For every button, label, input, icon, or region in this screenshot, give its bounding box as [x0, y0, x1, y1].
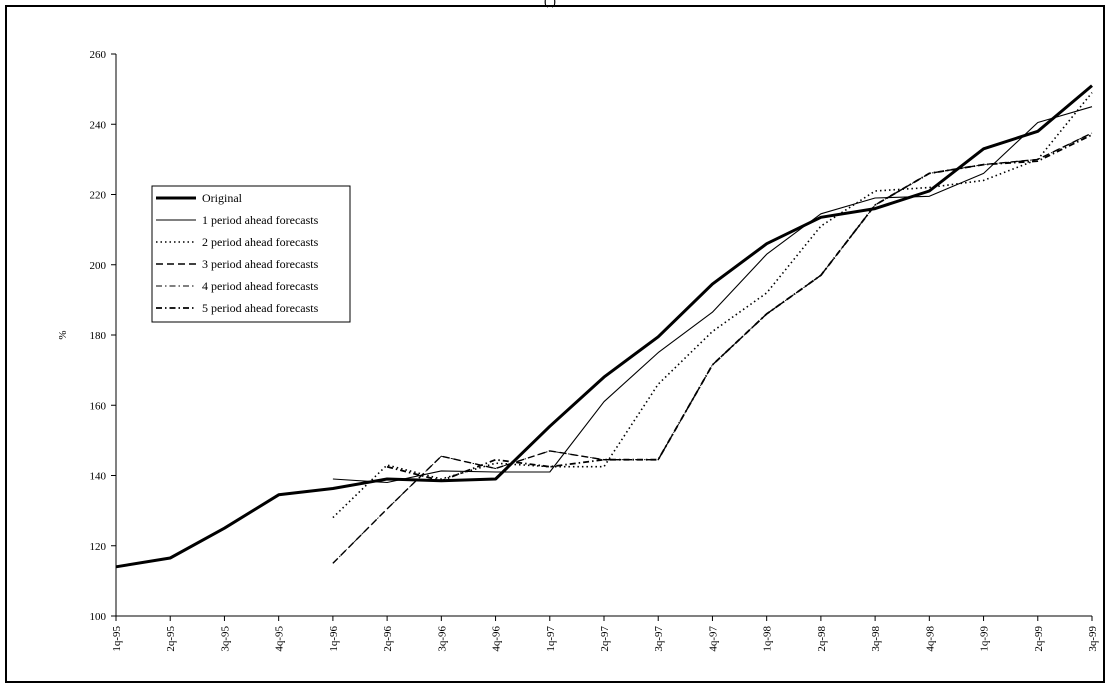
- chart-border: [5, 5, 1105, 683]
- y-tick-label: 120: [90, 541, 107, 553]
- y-tick-label: 160: [90, 400, 107, 412]
- y-tick-label: 220: [90, 190, 107, 202]
- series-line-1: [332, 106, 1093, 484]
- legend-label: 5 period ahead forecasts: [202, 301, 319, 315]
- x-tick-label: 2q-96: [382, 626, 394, 652]
- legend-label: 4 period ahead forecasts: [202, 279, 319, 293]
- x-tick-label: 3q-97: [653, 626, 665, 652]
- y-tick-label: 200: [90, 260, 107, 272]
- x-tick-label: 3q-95: [219, 626, 231, 652]
- x-tick-label: 2q-99: [1033, 626, 1045, 652]
- series-line-4: [332, 132, 1093, 564]
- axes: 100 120 140 160 180 200 220 240 260% 1q-95 2q-95 3q…: [57, 49, 1099, 652]
- x-tick-label: 1q-96: [328, 626, 340, 652]
- x-tick-label: 1q-98: [762, 626, 774, 652]
- y-tick-label: 100: [90, 611, 107, 623]
- legend-label: Original: [202, 191, 243, 205]
- x-tick-label: 2q-98: [816, 626, 828, 652]
- y-tick-label: 240: [90, 119, 107, 131]
- x-tick-label: 3q-96: [436, 626, 448, 652]
- y-axis-label: %: [57, 330, 69, 339]
- legend-box: [151, 185, 351, 323]
- x-tick-label: 4q-95: [274, 626, 286, 652]
- x-tick-label: 4q-96: [491, 626, 503, 652]
- series-line-0: [115, 84, 1093, 569]
- legend-label: 3 period ahead forecasts: [202, 257, 319, 271]
- series-line-5: [386, 133, 1093, 482]
- series-line-2: [332, 92, 1093, 519]
- x-tick-label: 1q-97: [545, 626, 557, 652]
- x-tick-label: 2q-95: [165, 626, 177, 652]
- x-tick-label: 3q-98: [870, 626, 882, 652]
- y-tick-label: 180: [90, 330, 107, 342]
- x-tick-label: 3q-99: [1087, 626, 1099, 652]
- series-lines: [115, 84, 1093, 569]
- series-line-3: [332, 132, 1093, 564]
- x-tick-label: 4q-97: [707, 626, 719, 652]
- x-tick-label: 2q-97: [599, 626, 611, 652]
- y-tick-label: 140: [90, 471, 107, 483]
- legend-label: 1 period ahead forecasts: [202, 213, 319, 227]
- x-tick-label: 1q-95: [111, 626, 123, 652]
- legend-label: 2 period ahead forecasts: [202, 235, 319, 249]
- x-tick-label: 1q-99: [979, 626, 991, 652]
- chart-title-partial: ( ): [544, 0, 556, 8]
- x-tick-label: 4q-98: [924, 626, 936, 652]
- y-tick-label: 260: [90, 49, 107, 61]
- legend: Original 1 period ahead forecasts 2 period…: [151, 185, 351, 323]
